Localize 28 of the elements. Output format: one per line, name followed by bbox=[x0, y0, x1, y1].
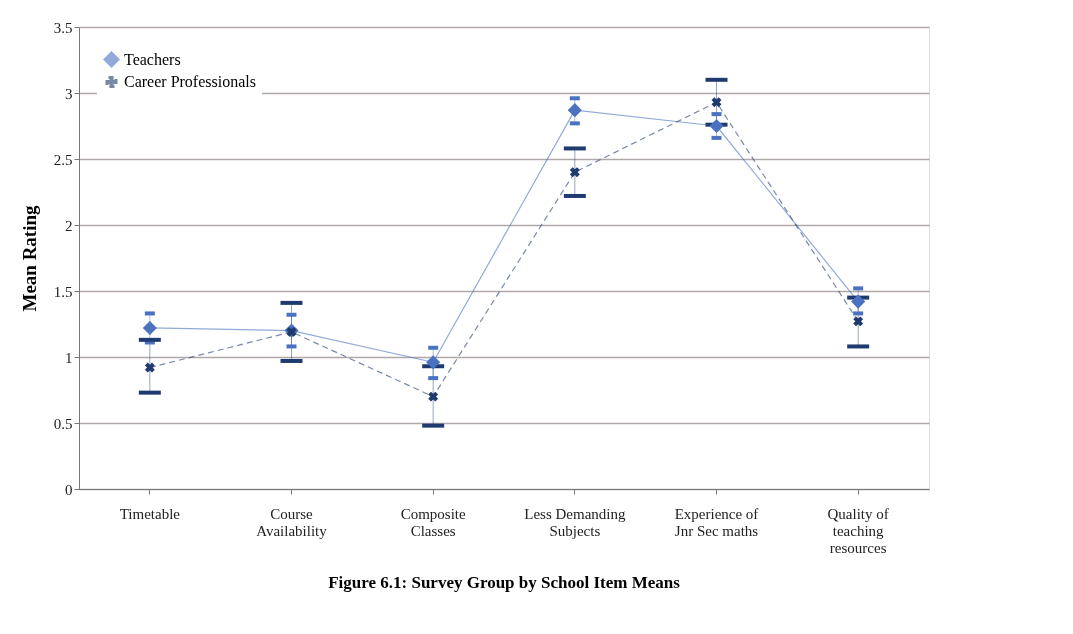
y-tick-label: 1 bbox=[65, 349, 73, 366]
y-tick-label: 0.5 bbox=[53, 415, 73, 432]
point bbox=[426, 355, 441, 370]
point bbox=[853, 316, 864, 327]
point bbox=[567, 103, 582, 118]
point bbox=[144, 362, 155, 373]
y-tick-label: 2 bbox=[65, 217, 73, 234]
x-tick-label: Less Demanding Subjects bbox=[524, 505, 626, 539]
point bbox=[709, 118, 724, 134]
x-tick-label: Timetable bbox=[119, 505, 181, 522]
x-tick-label: Composite Classes bbox=[400, 505, 466, 539]
legend-label: Career Professionals bbox=[124, 73, 256, 90]
legend-label: Teachers bbox=[124, 50, 181, 68]
y-axis-title: Mean Rating bbox=[18, 204, 40, 312]
y-tick-label: 2.5 bbox=[53, 151, 73, 168]
y-tick-label: 3 bbox=[65, 85, 73, 102]
point bbox=[711, 97, 722, 108]
point bbox=[569, 167, 580, 178]
x-tick-label: Experience of Jnr Sec maths bbox=[674, 505, 759, 539]
x-tick-label: Course Availability bbox=[256, 505, 328, 539]
point bbox=[428, 391, 439, 402]
point bbox=[142, 320, 157, 336]
point bbox=[851, 294, 866, 309]
x-tick-label: Quality of teaching resources bbox=[827, 505, 889, 556]
y-tick-label: 0 bbox=[65, 481, 73, 498]
y-tick-label: 3.5 bbox=[53, 19, 73, 36]
caption: Figure 6.1: Survey Group by School Item Means bbox=[328, 573, 681, 592]
y-tick-label: 1.5 bbox=[53, 283, 73, 300]
